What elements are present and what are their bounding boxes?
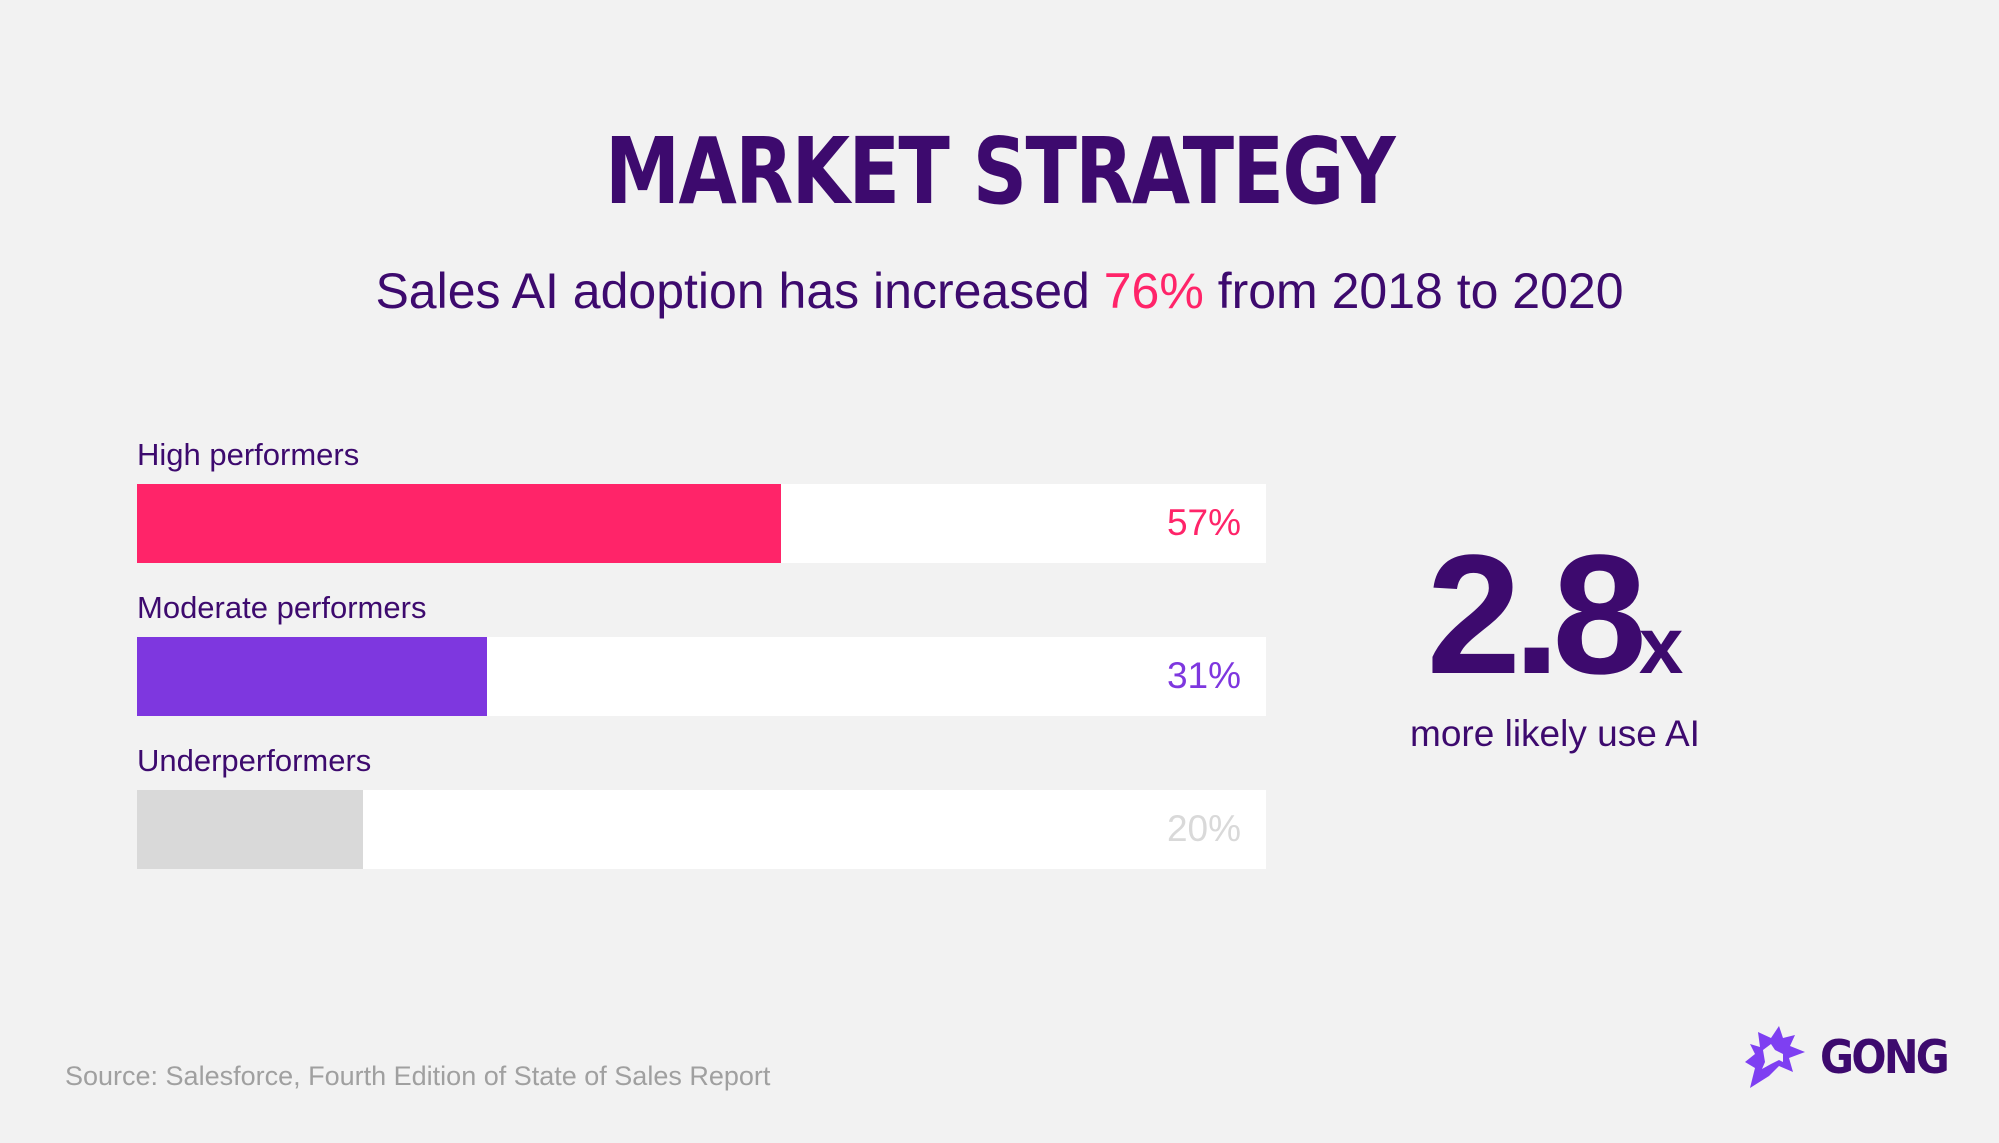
bar-track: 31% [137, 637, 1266, 716]
subtitle-highlight: 76% [1103, 263, 1204, 319]
bar [137, 790, 363, 869]
bar-value-label: 31% [1166, 655, 1241, 696]
bar [137, 484, 781, 563]
callout-suffix: x [1638, 601, 1684, 690]
bar-track: 20% [137, 790, 1266, 869]
bar-label: High performers [137, 437, 360, 472]
source-note: Source: Salesforce, Fourth Edition of St… [65, 1061, 771, 1091]
bar [137, 637, 487, 716]
subtitle-text: Sales AI adoption has increased [375, 263, 1104, 319]
callout-number: 2.8 [1426, 520, 1647, 710]
bar-label: Underperformers [137, 743, 372, 778]
bar-value-label: 57% [1166, 502, 1241, 543]
callout-value: 2.8x [1400, 530, 1710, 700]
callout-caption: more likely use AI [1410, 713, 1700, 754]
page-title: MARKET STRATEGY [605, 118, 1396, 225]
bar-label: Moderate performers [137, 590, 427, 625]
subtitle: Sales AI adoption has increased 76% from… [0, 262, 1999, 320]
logo-text: GONG [1820, 1030, 1950, 1084]
starburst-icon [1745, 1026, 1805, 1088]
bar-track: 57% [137, 484, 1266, 563]
subtitle-text-end: from 2018 to 2020 [1203, 263, 1624, 319]
bar-value-label: 20% [1166, 808, 1241, 849]
gong-logo: GONG [1745, 1024, 1954, 1090]
